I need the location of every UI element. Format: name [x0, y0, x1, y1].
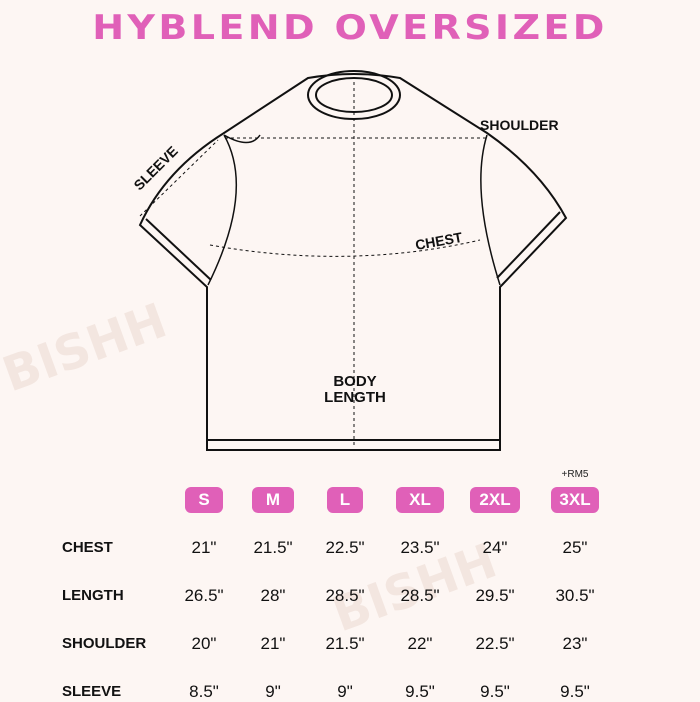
- row-label: LENGTH: [62, 587, 124, 604]
- table-cell: 20": [191, 634, 217, 653]
- table-cell: 28": [260, 586, 286, 605]
- table-cell: 9": [337, 682, 353, 701]
- table-cell: 25": [562, 538, 588, 557]
- size-badge-3xl: 3XL: [551, 487, 599, 513]
- table-cell: 23.5": [400, 538, 440, 557]
- table-cell: 29.5": [475, 586, 515, 605]
- table-cell: 23": [562, 634, 588, 653]
- shirt-outline: [138, 73, 568, 451]
- table-cell: 22": [407, 634, 433, 653]
- size-badge-2xl: 2XL: [470, 487, 520, 513]
- table-cell: 22.5": [325, 538, 365, 557]
- row-label: SLEEVE: [62, 683, 122, 700]
- tshirt-diagram: [138, 70, 568, 451]
- table-cell: 9.5": [405, 682, 435, 701]
- table-cell: 8.5": [189, 682, 219, 701]
- shoulder-label: SHOULDER: [480, 117, 559, 133]
- table-cell: 21": [191, 538, 217, 557]
- size-badge-m: M: [252, 487, 294, 513]
- size-badge-l: L: [327, 487, 363, 513]
- row-label: SHOULDER: [62, 635, 147, 652]
- table-cell: 9.5": [480, 682, 510, 701]
- table-cell: 30.5": [555, 586, 595, 605]
- table-cell: 28.5": [400, 586, 440, 605]
- page-title: HYBLEND OVERSIZED: [92, 8, 608, 48]
- table-cell: 9": [265, 682, 281, 701]
- table-cell: 21.5": [253, 538, 293, 557]
- table-cell: 9.5": [560, 682, 590, 701]
- size-badge-xl: XL: [396, 487, 444, 513]
- body-length-label: BODY LENGTH: [324, 373, 386, 406]
- table-cell: 22.5": [475, 634, 515, 653]
- table-cell: 26.5": [184, 586, 224, 605]
- size-badge-s: S: [185, 487, 223, 513]
- table-cell: 24": [482, 538, 508, 557]
- table-cell: 21.5": [325, 634, 365, 653]
- table-cell: 21": [260, 634, 286, 653]
- size-3xl-note: +RM5: [561, 469, 589, 480]
- table-cell: 28.5": [325, 586, 365, 605]
- row-label: CHEST: [62, 539, 113, 556]
